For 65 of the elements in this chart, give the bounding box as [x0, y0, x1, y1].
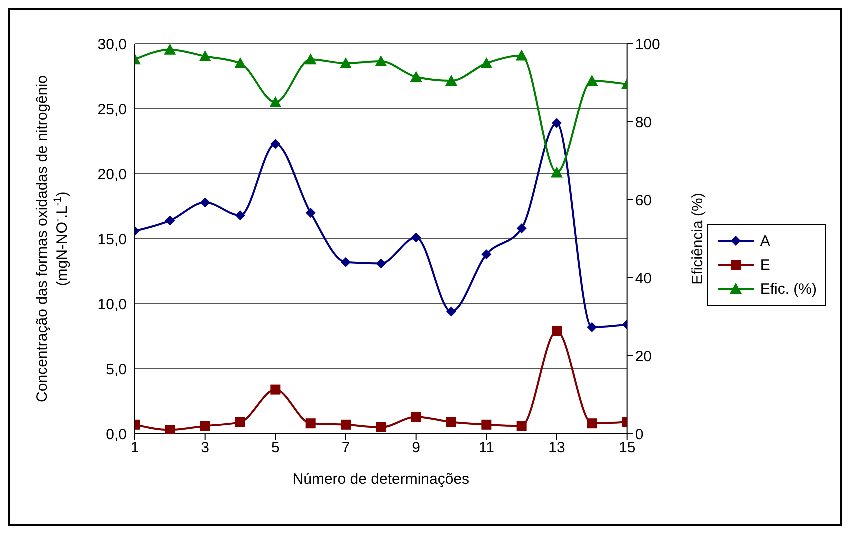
point	[236, 417, 246, 428]
point	[270, 96, 282, 108]
y2-tick-label: 60	[635, 192, 652, 210]
point	[165, 216, 176, 226]
x-tick-label: 3	[201, 440, 210, 457]
x-tick-label: 1	[130, 440, 140, 457]
y-tick-label: 20,0	[98, 166, 127, 184]
legend-label: Efic. (%)	[760, 280, 817, 298]
point	[587, 322, 598, 332]
point	[587, 418, 598, 429]
x-tick-label: 15	[618, 440, 636, 457]
point	[411, 412, 422, 422]
point	[516, 421, 527, 432]
y2-tick-label: 100	[635, 36, 660, 54]
point	[200, 421, 210, 432]
x-tick-label: 5	[271, 440, 280, 457]
point	[482, 420, 492, 430]
y2-tick-label: 40	[635, 270, 652, 288]
point	[446, 306, 456, 317]
point	[550, 166, 563, 178]
y-tick-label: 5,0	[106, 361, 127, 378]
point	[552, 326, 562, 336]
point	[516, 224, 527, 234]
point	[304, 54, 317, 65]
point	[200, 198, 210, 208]
x-tick-label: 7	[342, 440, 350, 457]
point	[480, 58, 493, 68]
point	[306, 208, 316, 218]
point	[376, 258, 386, 269]
point	[270, 384, 281, 395]
x-tick-label: 11	[478, 440, 494, 457]
point	[236, 210, 246, 221]
point	[234, 58, 246, 68]
y-tick-label: 25,0	[98, 101, 127, 118]
point	[199, 50, 212, 62]
point	[306, 418, 316, 429]
x-axis-title: Número de determinações	[292, 471, 470, 488]
y-tick-label: 15,0	[98, 231, 127, 248]
point	[376, 422, 386, 432]
y2-tick-label: 80	[635, 114, 652, 132]
point	[375, 56, 388, 67]
x-tick-label: 13	[548, 440, 566, 457]
y-tick-label: 10,0	[98, 296, 127, 314]
point	[164, 44, 176, 55]
y2-tick-label: 0	[635, 426, 644, 444]
y-tick-label: 0,0	[106, 426, 127, 444]
point	[446, 417, 456, 428]
x-tick-label: 9	[412, 440, 420, 457]
point	[341, 257, 351, 268]
y2-axis-title: Eficiência (%)	[690, 193, 707, 285]
legend-label: A	[760, 232, 770, 250]
point	[445, 75, 458, 86]
point	[586, 75, 598, 86]
point	[165, 425, 176, 434]
point	[270, 139, 281, 150]
point	[552, 118, 562, 128]
y2-tick-label: 20	[635, 348, 652, 366]
point	[410, 71, 422, 82]
point	[482, 250, 492, 260]
point	[341, 420, 351, 430]
point	[411, 232, 422, 243]
point	[516, 50, 528, 61]
legend-label: E	[760, 256, 770, 274]
y-tick-label: 30,0	[98, 36, 127, 54]
point	[340, 58, 352, 68]
